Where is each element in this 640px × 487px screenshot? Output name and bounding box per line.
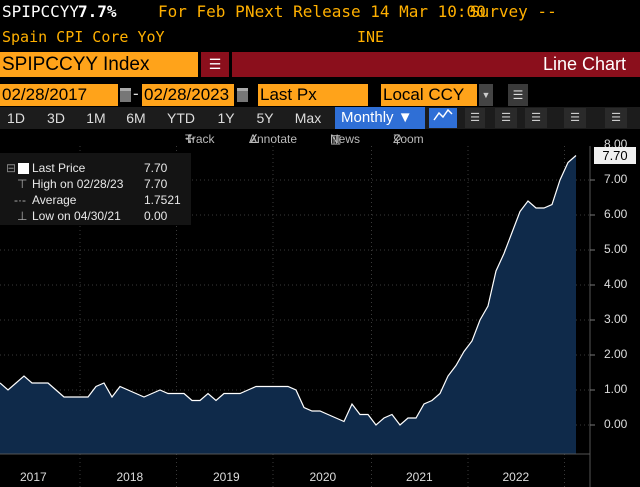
- period-1m-button[interactable]: 1M: [86, 110, 106, 126]
- track-label: Track: [185, 132, 215, 146]
- series-swatch: [18, 163, 29, 174]
- last-price-label: Last Price: [32, 161, 86, 175]
- period-bar: 1D 3D 1M 6M YTD 1Y 5Y Max Monthly ▼ ☰ ☰ …: [0, 107, 640, 129]
- average-label: Average: [32, 193, 77, 207]
- magnifier-icon: ⚲: [393, 132, 402, 146]
- security-input[interactable]: SPIPCCYY Index: [0, 52, 198, 77]
- news-icon: ▥: [330, 132, 342, 146]
- collapse-icon[interactable]: ⊟: [6, 161, 17, 175]
- next-release-text: Next Release 14 Mar 10:00: [245, 2, 486, 21]
- average-value: 1.7521: [144, 193, 181, 207]
- x-tick-label: 2020: [309, 470, 337, 484]
- y-tick-label: 0.00: [604, 417, 628, 431]
- chart-legend[interactable]: ⊟ Last Price 7.70 ⊤ High on 02/28/23 7.7…: [0, 153, 191, 225]
- frequency-select[interactable]: Monthly ▼: [335, 107, 425, 129]
- currency-dropdown-icon[interactable]: ▼: [479, 84, 493, 106]
- legend-average: -·- Average 1.7521: [0, 192, 191, 208]
- start-calendar-icon[interactable]: [120, 88, 131, 102]
- average-icon: -·-: [14, 193, 26, 207]
- pencil-icon: ∠: [249, 132, 260, 146]
- field-select[interactable]: Last Px: [258, 84, 368, 106]
- options-menu-icon[interactable]: ☰: [508, 84, 528, 106]
- price-chart[interactable]: [0, 146, 640, 487]
- series-line: [0, 155, 577, 426]
- high-icon: ⊤: [17, 177, 28, 191]
- layout-options-icon[interactable]: ☰: [525, 108, 547, 128]
- period-6m-button[interactable]: 6M: [126, 110, 146, 126]
- x-tick-label: 2021: [406, 470, 433, 484]
- security-description: Spain CPI Core YoY INE: [0, 27, 640, 49]
- low-label: Low on 04/30/21: [32, 209, 121, 223]
- chart-type-title[interactable]: Line Chart: [232, 52, 640, 77]
- y-tick-label: 4.00: [604, 277, 628, 291]
- security-dropdown-button[interactable]: ☰: [201, 52, 229, 77]
- high-value: 7.70: [144, 177, 168, 191]
- currency-select[interactable]: Local CCY: [381, 84, 477, 106]
- period-max-button[interactable]: Max: [294, 110, 322, 126]
- area-fill: [0, 155, 576, 454]
- last-value-marker: 7.70: [594, 147, 636, 164]
- legend-low: ⊥ Low on 04/30/21 0.00: [0, 208, 191, 224]
- news-label: News: [330, 132, 361, 146]
- y-tick-label: 1.00: [604, 382, 628, 396]
- security-bar: SPIPCCYY Index ☰ Line Chart: [0, 52, 640, 77]
- period-ytd-button[interactable]: YTD: [167, 110, 195, 126]
- y-tick-label: 7.00: [604, 172, 628, 186]
- end-date-input[interactable]: 02/28/2023: [142, 84, 234, 106]
- zoom-options-icon[interactable]: ☰: [495, 108, 517, 128]
- end-calendar-icon[interactable]: [237, 88, 248, 102]
- start-date-input[interactable]: 02/28/2017: [0, 84, 118, 106]
- more-options-icon[interactable]: ☰: [605, 108, 627, 128]
- survey-text: Survey --: [470, 2, 557, 21]
- high-label: High on 02/28/23: [32, 177, 124, 191]
- annotate-label: Annotate: [249, 132, 298, 146]
- period-5y-button[interactable]: 5Y: [256, 110, 274, 126]
- x-tick-label: 2018: [116, 470, 144, 484]
- period-text: For Feb P: [158, 2, 245, 21]
- legend-last-price: ⊟ Last Price 7.70: [0, 160, 191, 176]
- x-tick-label: 2017: [20, 470, 47, 484]
- chart-options-icon[interactable]: ☰: [465, 108, 485, 128]
- date-separator: -: [133, 84, 139, 103]
- period-3d-button[interactable]: 3D: [47, 110, 65, 126]
- tool-bar: ✢ Track ∠ Annotate ▥ News ⚲ Zoom: [0, 130, 640, 146]
- crosshair-icon: ✢: [185, 132, 196, 146]
- last-price-value: 7.70: [144, 161, 168, 175]
- low-value: 0.00: [144, 209, 168, 223]
- line-chart-icon[interactable]: [429, 108, 457, 128]
- ticker-text: SPIPCCYY: [2, 2, 80, 21]
- period-1d-button[interactable]: 1D: [7, 110, 25, 126]
- x-tick-label: 2019: [213, 470, 240, 484]
- y-tick-marks: [590, 179, 595, 426]
- period-1y-button[interactable]: 1Y: [217, 110, 235, 126]
- settings-options-icon[interactable]: ☰: [564, 108, 586, 128]
- current-value: 7.7%: [78, 2, 117, 21]
- y-tick-label: 6.00: [604, 207, 628, 221]
- y-tick-label: 3.00: [604, 312, 628, 326]
- security-name: Spain CPI Core YoY: [2, 28, 165, 46]
- y-tick-label: 5.00: [604, 242, 628, 256]
- menu-icon: ☰: [208, 56, 222, 72]
- low-icon: ⊥: [17, 209, 28, 223]
- x-tick-label: 2022: [502, 470, 530, 484]
- source-text: INE: [357, 28, 385, 46]
- security-header: SPIPCCYY 7.7% For Feb P Next Release 14 …: [0, 0, 640, 26]
- legend-high: ⊤ High on 02/28/23 7.70: [0, 176, 191, 192]
- y-tick-label: 2.00: [604, 347, 628, 361]
- zoom-label: Zoom: [393, 132, 424, 146]
- date-range-bar: 02/28/2017 - 02/28/2023 Last Px Local CC…: [0, 84, 640, 106]
